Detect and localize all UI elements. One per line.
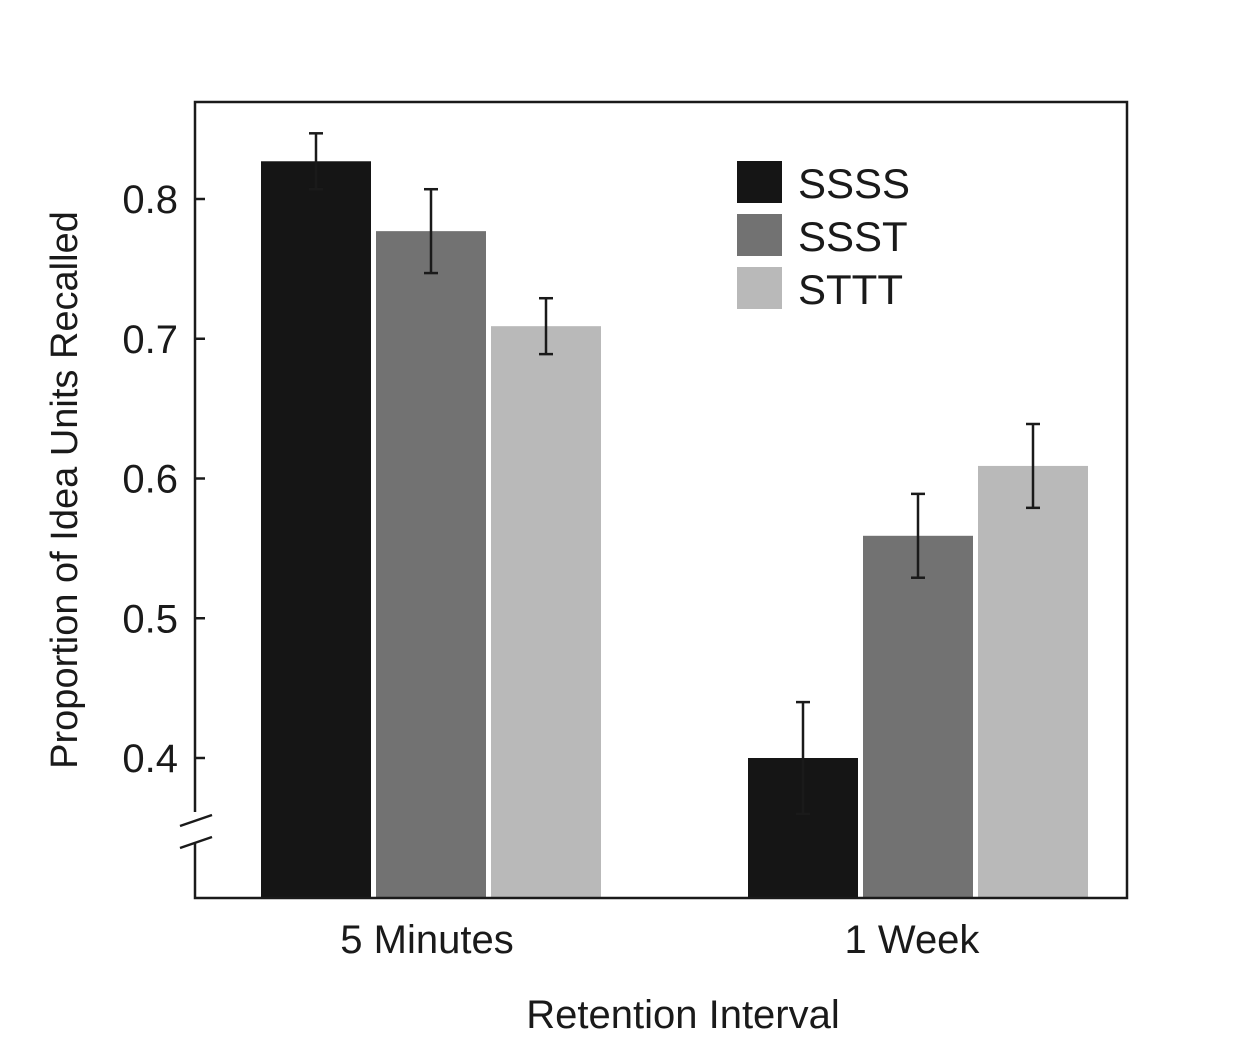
legend: SSSS SSST STTT [737, 160, 910, 313]
x-tick-labels: 5 Minutes 1 Week [340, 918, 980, 962]
y-tick-label: 0.4 [122, 737, 178, 781]
legend-label-ssss: SSSS [798, 160, 910, 207]
legend-swatch-ssst [737, 214, 782, 256]
x-tick-label: 1 Week [845, 918, 981, 962]
axis-break-icon [179, 812, 213, 850]
error-bars-layer [309, 132, 1040, 816]
y-tick-label: 0.8 [122, 178, 178, 222]
y-tick-label: 0.5 [122, 597, 178, 641]
bar-sttt-1week [978, 465, 1088, 898]
bar-sttt-5min [491, 326, 601, 898]
bar-ssst-1week [863, 535, 973, 898]
plot-frame [193, 100, 1129, 900]
bar-ssst-5min [376, 231, 486, 898]
bars-layer [261, 161, 1088, 898]
x-tick-label: 5 Minutes [340, 918, 513, 962]
y-tick-label: 0.7 [122, 318, 178, 362]
legend-label-ssst: SSST [798, 213, 908, 260]
legend-swatch-sttt [737, 267, 782, 309]
legend-label-sttt: STTT [798, 266, 903, 313]
bar-ssss-5min [261, 161, 371, 898]
legend-swatch-ssss [737, 161, 782, 203]
y-tick-label: 0.6 [122, 458, 178, 502]
y-ticks-layer: 0.4 0.5 0.6 0.7 0.8 [122, 178, 205, 781]
x-axis-label: Retention Interval [526, 993, 840, 1037]
y-axis-label: Proportion of Idea Units Recalled [44, 211, 86, 769]
